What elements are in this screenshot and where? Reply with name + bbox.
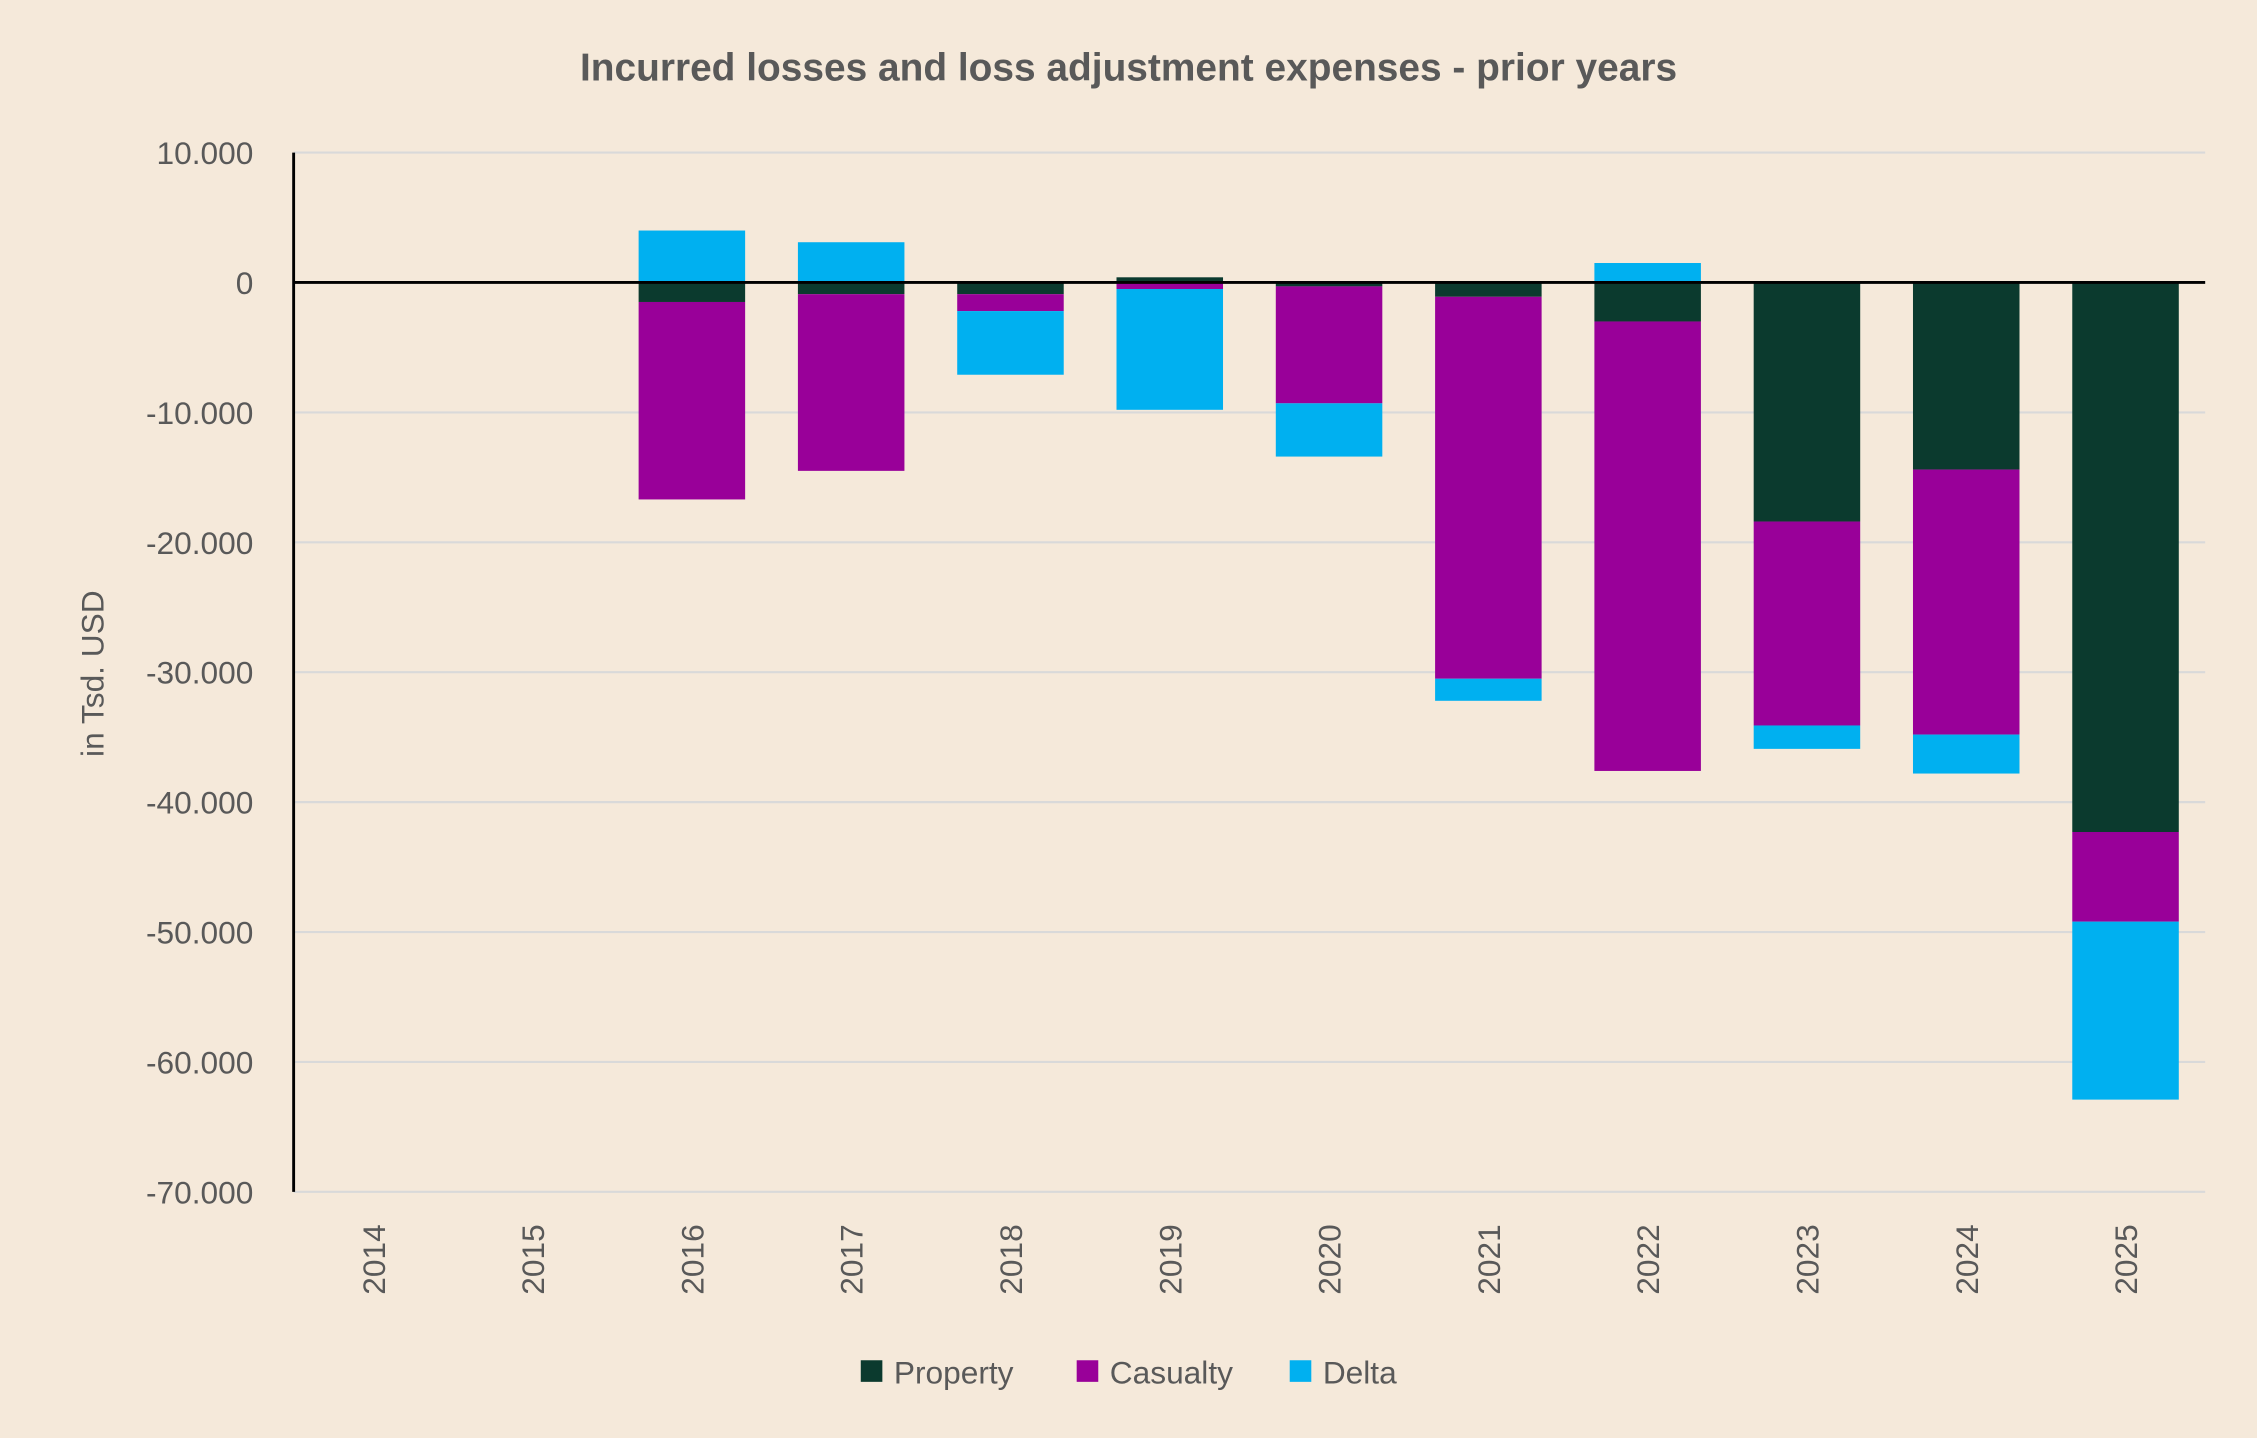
- x-tick-label: 2020: [1312, 1224, 1348, 1294]
- x-tick-label: 2018: [993, 1224, 1029, 1294]
- x-tick-label: 2022: [1630, 1224, 1666, 1294]
- legend-label-property: Property: [894, 1354, 1014, 1390]
- y-tick-label: -40.000: [146, 785, 253, 821]
- bar-delta-2020: [1275, 403, 1383, 457]
- bar-property-2025: [2072, 282, 2179, 833]
- bar-delta-2017: [797, 242, 905, 283]
- legend-swatch-delta: [1289, 1360, 1312, 1382]
- bar-casualty-2023: [1753, 521, 1861, 726]
- bar-casualty-2021: [1435, 296, 1542, 679]
- bar-property-2020: [1275, 282, 1383, 287]
- bar-delta-2016: [638, 230, 746, 283]
- x-tick-label: 2021: [1471, 1224, 1507, 1294]
- y-tick-label: 10.000: [157, 135, 254, 171]
- bar-casualty-2020: [1275, 286, 1383, 404]
- bar-delta-2022: [1594, 263, 1701, 283]
- bar-casualty-2019: [1116, 282, 1224, 289]
- bar-property-2018: [957, 282, 1064, 295]
- x-tick-label: 2024: [1949, 1224, 1985, 1294]
- bar-delta-2023: [1753, 725, 1861, 749]
- x-tick-label: 2023: [1789, 1224, 1825, 1294]
- x-tick-label: 2016: [674, 1224, 710, 1294]
- bar-property-2023: [1753, 282, 1861, 522]
- bar-property-2024: [1912, 282, 2020, 470]
- bar-delta-2024: [1912, 734, 2020, 774]
- x-tick-label: 2025: [2108, 1224, 2144, 1294]
- bar-delta-2021: [1435, 678, 1542, 701]
- y-tick-label: 0: [236, 265, 254, 301]
- bar-property-2017: [797, 282, 905, 295]
- legend-label-casualty: Casualty: [1110, 1354, 1233, 1390]
- bar-casualty-2017: [797, 294, 905, 471]
- y-tick-label: -60.000: [146, 1044, 253, 1080]
- y-tick-label: -30.000: [146, 655, 253, 691]
- x-tick-label: 2017: [834, 1224, 870, 1294]
- x-tick-label: 2015: [515, 1224, 551, 1294]
- bar-property-2019: [1116, 277, 1224, 283]
- bar-property-2022: [1594, 282, 1701, 322]
- y-tick-label: -10.000: [146, 395, 253, 431]
- y-tick-label: -70.000: [146, 1174, 253, 1210]
- y-tick-label: -50.000: [146, 915, 253, 951]
- y-tick-label: -20.000: [146, 525, 253, 561]
- chart-title: Incurred losses and loss adjustment expe…: [580, 47, 1677, 90]
- bar-casualty-2018: [957, 294, 1064, 312]
- bar-property-2016: [638, 282, 746, 302]
- bar-delta-2019: [1116, 288, 1224, 410]
- bar-casualty-2016: [638, 301, 746, 500]
- legend: Property Casualty Delta: [860, 1354, 1397, 1390]
- x-tick-label: 2014: [356, 1224, 392, 1294]
- bar-delta-2025: [2072, 921, 2179, 1100]
- legend-label-delta: Delta: [1323, 1354, 1397, 1390]
- bar-casualty-2022: [1594, 321, 1701, 771]
- legend-swatch-casualty: [1076, 1360, 1099, 1382]
- y-axis-label: in Tsd. USD: [75, 590, 111, 757]
- bar-property-2021: [1435, 282, 1542, 297]
- x-tick-label: 2019: [1152, 1224, 1188, 1294]
- bar-casualty-2024: [1912, 469, 2020, 735]
- legend-swatch-property: [860, 1360, 883, 1382]
- bar-casualty-2025: [2072, 832, 2179, 922]
- bar-delta-2018: [957, 311, 1064, 375]
